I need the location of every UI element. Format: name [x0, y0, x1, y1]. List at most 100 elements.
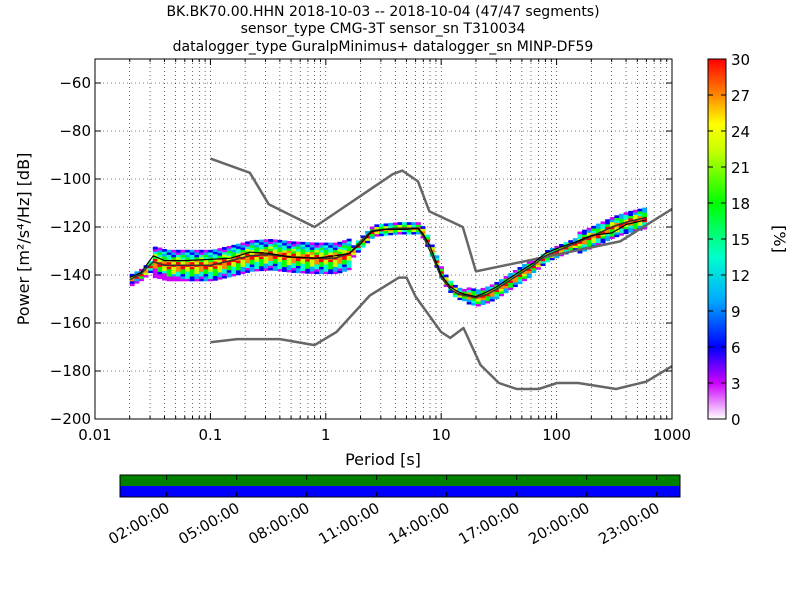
colorbar-label: [%]: [770, 225, 789, 253]
availability-tick-label: 23:00:00: [595, 499, 662, 548]
histogram-cell: [305, 263, 311, 267]
histogram-cell: [323, 261, 329, 265]
histogram-cell: [457, 287, 463, 291]
histogram-cell: [600, 235, 606, 239]
histogram-cell: [148, 270, 154, 274]
histogram-cell: [185, 249, 191, 253]
histogram-cell: [512, 277, 518, 280]
histogram-cell: [559, 248, 564, 252]
histogram-cell: [522, 271, 528, 274]
histogram-cell: [337, 251, 343, 255]
histogram-cell: [268, 260, 274, 264]
histogram-cell: [258, 239, 264, 243]
histogram-cell: [152, 253, 158, 257]
histogram-cell: [235, 270, 241, 273]
histogram-cell: [346, 265, 352, 268]
histogram-cell: [291, 263, 297, 266]
histogram-cell: [379, 231, 384, 234]
histogram-cell: [203, 261, 209, 265]
histogram-cell: [212, 270, 218, 274]
histogram-cell: [291, 267, 297, 271]
histogram-cell: [152, 263, 158, 267]
histogram-cell: [609, 233, 615, 237]
histogram-cell: [577, 231, 583, 235]
histogram-cell: [295, 253, 301, 257]
histogram-cell: [628, 210, 634, 214]
histogram-cell: [623, 214, 629, 218]
histogram-cell: [162, 265, 167, 269]
histogram-cell: [452, 289, 458, 293]
histogram-cell: [402, 231, 407, 235]
histogram-cell: [295, 251, 301, 254]
histogram-cell: [605, 236, 611, 239]
histogram-cell: [152, 265, 158, 269]
histogram-cell: [314, 259, 320, 263]
histogram-cell: [457, 295, 463, 298]
histogram-cell: [277, 259, 283, 262]
histogram-cell: [415, 222, 421, 225]
histogram-cell: [342, 269, 347, 272]
histogram-cell: [632, 216, 638, 220]
histogram-cell: [272, 239, 278, 243]
histogram-cell: [314, 244, 320, 248]
histogram-cell: [582, 241, 588, 245]
histogram-cell: [628, 230, 634, 233]
x-tick-label: 1: [321, 426, 331, 444]
histogram-cell: [226, 257, 232, 261]
histogram-cell: [189, 261, 195, 265]
nlnm-curve: [210, 276, 672, 391]
histogram-cell: [365, 230, 371, 234]
histogram-cell: [314, 261, 320, 265]
histogram-cell: [134, 273, 140, 277]
histogram-cell: [549, 250, 555, 254]
histogram-cell: [623, 217, 629, 220]
histogram-cell: [305, 251, 311, 255]
histogram-cell: [540, 263, 546, 266]
histogram-cell: [609, 226, 615, 230]
histogram-cell: [420, 226, 426, 229]
histogram-cell: [263, 256, 269, 259]
histogram-cell: [342, 242, 347, 246]
histogram-cell: [198, 259, 204, 263]
histogram-cell: [189, 269, 195, 272]
histogram-cell: [485, 296, 491, 299]
histogram-cell: [245, 260, 251, 264]
histogram-cell: [637, 225, 643, 229]
histogram-cell: [642, 212, 648, 216]
histogram-cell: [180, 271, 186, 275]
histogram-cell: [203, 269, 209, 272]
histogram-cell: [475, 303, 481, 307]
mode-curve: [129, 216, 647, 299]
histogram-cell: [619, 218, 624, 222]
histogram-cell: [175, 276, 181, 279]
histogram-cell: [222, 266, 227, 269]
axis-ticks: 0.01 0.1 1 10 100 1000 −60 −80 −100 −120 −140 −160 −…: [50, 59, 691, 444]
histogram-cell: [245, 241, 251, 245]
histogram-cell: [226, 265, 232, 268]
histogram-cell: [642, 214, 648, 218]
histogram-cell: [499, 293, 504, 297]
histogram-cell: [235, 250, 241, 254]
histogram-cell: [217, 276, 223, 280]
histogram-cell: [365, 235, 371, 239]
histogram-cell: [402, 224, 407, 228]
histogram-cell: [337, 268, 343, 271]
histogram-cell: [277, 242, 283, 246]
histogram-cell: [323, 269, 329, 272]
histogram-cell: [198, 278, 204, 282]
histogram-cell: [217, 252, 223, 256]
histogram-cell: [198, 269, 204, 272]
histogram-cell: [328, 245, 334, 248]
histogram-cell: [194, 249, 200, 253]
histogram-cell: [462, 288, 468, 292]
histogram-cell: [286, 243, 292, 247]
histogram-cell: [152, 258, 158, 262]
histogram-cell: [591, 230, 597, 234]
histogram-cell: [508, 287, 514, 291]
histogram-cell: [346, 241, 352, 244]
histogram-cell: [249, 257, 255, 260]
histogram-cell: [392, 232, 398, 235]
histogram-cell: [489, 289, 495, 292]
histogram-cell: [295, 260, 301, 264]
histogram-cell: [166, 261, 172, 265]
